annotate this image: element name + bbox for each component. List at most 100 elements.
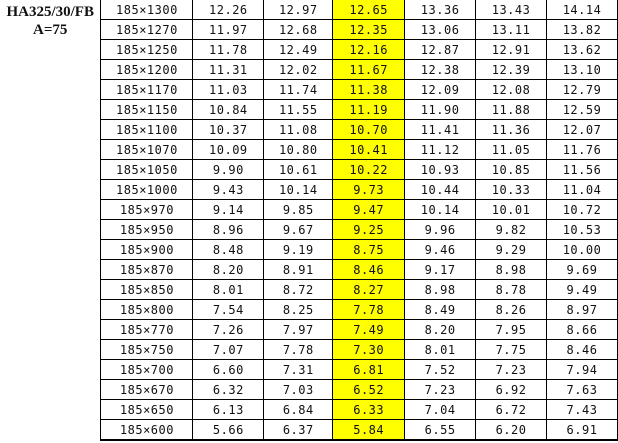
highlighted-value-cell: 8.46 (332, 259, 406, 280)
table-row: 185×1000 9.43 10.14 9.73 10.44 10.33 11.04 (0, 179, 618, 200)
value-cell: 7.75 (475, 339, 547, 360)
value-cell: 7.31 (263, 359, 334, 380)
highlighted-value-cell: 7.49 (332, 319, 406, 340)
value-cell: 8.78 (475, 279, 547, 300)
highlighted-value-cell: 9.47 (332, 199, 406, 220)
value-cell: 12.91 (475, 39, 547, 60)
highlighted-value-cell: 11.38 (332, 79, 406, 100)
value-cell: 11.03 (192, 79, 265, 100)
value-cell: 7.54 (192, 299, 265, 320)
value-cell: 8.98 (404, 279, 477, 300)
value-cell: 8.98 (475, 259, 547, 280)
highlighted-value-cell: 9.25 (332, 219, 406, 240)
value-cell: 11.05 (475, 139, 547, 160)
size-cell: 185×870 (100, 259, 194, 280)
size-cell: 185×670 (100, 379, 194, 400)
value-cell: 13.62 (546, 39, 618, 60)
value-cell: 7.43 (546, 399, 618, 420)
size-cell: 185×1150 (100, 99, 194, 120)
value-cell: 8.01 (404, 339, 477, 360)
value-cell: 7.97 (263, 319, 334, 340)
value-cell: 12.09 (404, 79, 477, 100)
value-cell: 8.49 (404, 299, 477, 320)
value-cell: 6.60 (192, 359, 265, 380)
value-cell: 11.55 (263, 99, 334, 120)
value-cell: 12.87 (404, 39, 477, 60)
value-cell: 6.37 (263, 419, 334, 441)
value-cell: 11.41 (404, 119, 477, 140)
value-cell: 12.26 (192, 0, 265, 20)
highlighted-value-cell: 10.70 (332, 119, 406, 140)
size-cell: 185×900 (100, 239, 194, 260)
value-cell: 13.36 (404, 0, 477, 20)
value-cell: 8.26 (475, 299, 547, 320)
value-cell: 10.72 (546, 199, 618, 220)
value-cell: 10.00 (546, 239, 618, 260)
highlighted-value-cell: 7.30 (332, 339, 406, 360)
size-cell: 185×750 (100, 339, 194, 360)
value-cell: 13.06 (404, 19, 477, 40)
value-cell: 10.37 (192, 119, 265, 140)
value-cell: 12.49 (263, 39, 334, 60)
highlighted-value-cell: 12.35 (332, 19, 406, 40)
value-cell: 6.72 (475, 399, 547, 420)
value-cell: 10.14 (404, 199, 477, 220)
value-cell: 9.43 (192, 179, 265, 200)
value-cell: 9.85 (263, 199, 334, 220)
value-cell: 9.29 (475, 239, 547, 260)
size-cell: 185×1200 (100, 59, 194, 80)
value-cell: 9.96 (404, 219, 477, 240)
size-cell: 185×850 (100, 279, 194, 300)
table-row: 185×870 8.20 8.91 8.46 9.17 8.98 9.69 (0, 259, 618, 280)
value-cell: 8.25 (263, 299, 334, 320)
model-label-line1: HA325/30/FB (6, 3, 94, 20)
table-row: 185×650 6.13 6.84 6.33 7.04 6.72 7.43 (0, 399, 618, 420)
value-cell: 10.53 (546, 219, 618, 240)
value-cell: 8.20 (404, 319, 477, 340)
value-cell: 9.90 (192, 159, 265, 180)
highlighted-value-cell: 11.67 (332, 59, 406, 80)
value-cell: 12.08 (475, 79, 547, 100)
value-cell: 8.72 (263, 279, 334, 300)
value-cell: 8.01 (192, 279, 265, 300)
value-cell: 6.91 (546, 419, 618, 441)
size-cell: 185×1070 (100, 139, 194, 160)
value-cell: 9.69 (546, 259, 618, 280)
value-cell: 6.92 (475, 379, 547, 400)
value-cell: 7.78 (263, 339, 334, 360)
value-cell: 13.10 (546, 59, 618, 80)
highlighted-value-cell: 7.78 (332, 299, 406, 320)
size-cell: 185×970 (100, 199, 194, 220)
size-cell: 185×650 (100, 399, 194, 420)
value-cell: 8.66 (546, 319, 618, 340)
table-row: 185×700 6.60 7.31 6.81 7.52 7.23 7.94 (0, 359, 618, 380)
value-cell: 7.04 (404, 399, 477, 420)
value-cell: 12.02 (263, 59, 334, 80)
value-cell: 9.67 (263, 219, 334, 240)
value-cell: 11.78 (192, 39, 265, 60)
size-cell: 185×770 (100, 319, 194, 340)
value-cell: 11.31 (192, 59, 265, 80)
value-cell: 6.32 (192, 379, 265, 400)
highlighted-value-cell: 11.19 (332, 99, 406, 120)
value-cell: 10.93 (404, 159, 477, 180)
value-cell: 10.80 (263, 139, 334, 160)
value-cell: 10.61 (263, 159, 334, 180)
highlighted-value-cell: 9.73 (332, 179, 406, 200)
value-cell: 8.91 (263, 259, 334, 280)
value-cell: 6.55 (404, 419, 477, 441)
highlighted-value-cell: 6.52 (332, 379, 406, 400)
size-cell: 185×950 (100, 219, 194, 240)
value-cell: 12.38 (404, 59, 477, 80)
highlighted-value-cell: 10.22 (332, 159, 406, 180)
value-cell: 8.20 (192, 259, 265, 280)
size-cell: 185×1050 (100, 159, 194, 180)
table-row: 185×950 8.96 9.67 9.25 9.96 9.82 10.53 (0, 219, 618, 240)
value-cell: 8.46 (546, 339, 618, 360)
table-row: 185×800 7.54 8.25 7.78 8.49 8.26 8.97 (0, 299, 618, 320)
size-cell: 185×1270 (100, 19, 194, 40)
table-row: 185×1200 11.31 12.02 11.67 12.38 12.39 13.10 (0, 59, 618, 80)
table-row: 185×770 7.26 7.97 7.49 8.20 7.95 8.66 (0, 319, 618, 340)
highlighted-value-cell: 8.75 (332, 239, 406, 260)
table-row: 185×670 6.32 7.03 6.52 7.23 6.92 7.63 (0, 379, 618, 400)
